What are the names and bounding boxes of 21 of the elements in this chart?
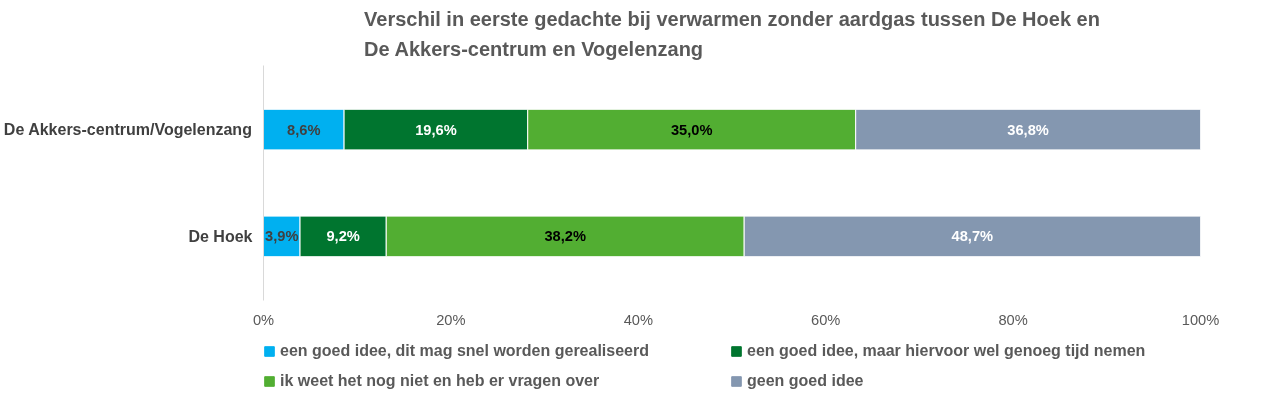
- data-label: 36,8%: [1007, 121, 1049, 138]
- x-tick-label: 80%: [998, 311, 1028, 328]
- data-label: 8,6%: [287, 121, 321, 138]
- x-tick-label: 60%: [811, 311, 841, 328]
- x-tick-label: 40%: [623, 311, 653, 328]
- y-tick-label: De Hoek: [188, 227, 253, 245]
- data-label: 3,9%: [265, 228, 299, 245]
- data-label: 38,2%: [544, 228, 586, 245]
- chart-title: Verschil in eerste gedachte bij verwarmen zonder aardgas tussen De Hoek en De Akkers-centrum en Vogelenzang: [364, 7, 1100, 61]
- x-tick-label: 0%: [252, 311, 275, 328]
- data-label: 48,7%: [951, 228, 994, 245]
- legend-label: geen goed idee: [747, 372, 865, 390]
- y-tick-label: De Akkers-centrum/Vogelenzang: [3, 121, 252, 139]
- data-label: 19,6%: [415, 121, 457, 138]
- x-tick-label: 100%: [1181, 311, 1220, 328]
- legend-label: een goed idee, maar hiervoor wel genoeg tijd nemen: [747, 342, 1147, 360]
- legend-label: een goed idee, dit mag snel worden gerealiseerd: [280, 342, 650, 360]
- data-label: 9,2%: [326, 228, 360, 245]
- data-label: 35,0%: [670, 121, 713, 138]
- legend-label: ik weet het nog niet en heb er vragen over: [280, 372, 601, 390]
- x-tick-label: 20%: [436, 311, 466, 328]
